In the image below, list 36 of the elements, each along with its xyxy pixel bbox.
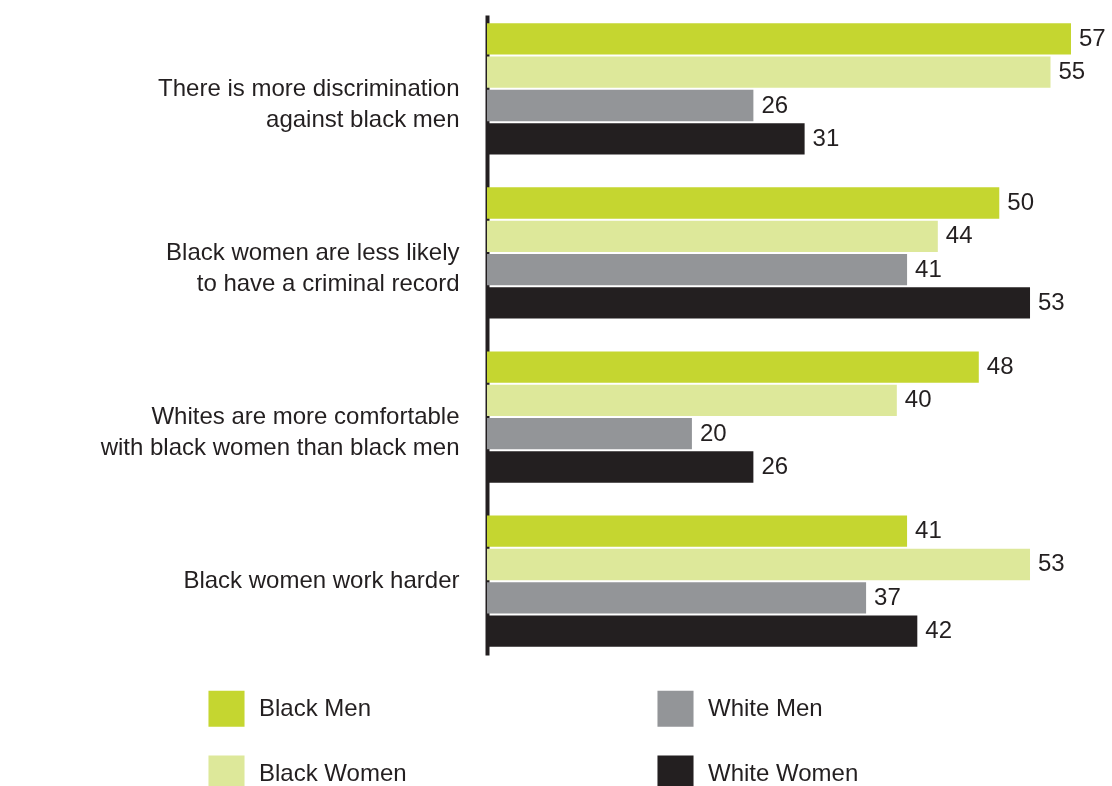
bar xyxy=(487,23,1071,55)
bar xyxy=(487,220,938,252)
legend-label: Black Men xyxy=(259,693,372,721)
bar xyxy=(487,548,1031,581)
data-label: 50 xyxy=(1007,187,1034,215)
data-label: 44 xyxy=(945,221,973,249)
bar xyxy=(487,253,908,286)
y-tick-label: Whites are more comfortable with black women than black men xyxy=(99,402,460,461)
bar xyxy=(487,89,754,122)
data-label: 57 xyxy=(1079,23,1106,51)
bar xyxy=(487,351,979,383)
data-label: 20 xyxy=(699,418,727,446)
data-label: 55 xyxy=(1058,57,1086,85)
data-label: 26 xyxy=(761,452,789,480)
data-label: 42 xyxy=(925,616,953,644)
legend-label: White Women xyxy=(708,758,859,786)
data-label: 41 xyxy=(915,254,942,282)
data-label: 37 xyxy=(874,582,901,610)
data-label: 48 xyxy=(986,352,1014,380)
data-label: 41 xyxy=(915,516,942,544)
data-label: 26 xyxy=(761,90,789,118)
bar xyxy=(487,384,897,417)
data-label: 31 xyxy=(812,123,840,151)
data-label: 40 xyxy=(904,385,932,413)
y-tick-label: There is more discrimination against black men xyxy=(158,73,460,132)
bar xyxy=(487,418,692,450)
data-label: 53 xyxy=(1038,287,1065,315)
bar xyxy=(487,187,1000,219)
y-tick-label: Black women are less likely to have a criminal record xyxy=(166,237,460,296)
y-tick-label: Black women work harder xyxy=(183,566,460,594)
bar xyxy=(487,582,867,614)
bar xyxy=(487,515,908,547)
legend-label: White Men xyxy=(708,693,823,721)
legend-label: Black Women xyxy=(259,758,407,786)
data-label: 53 xyxy=(1038,549,1065,577)
bar xyxy=(487,56,1051,88)
